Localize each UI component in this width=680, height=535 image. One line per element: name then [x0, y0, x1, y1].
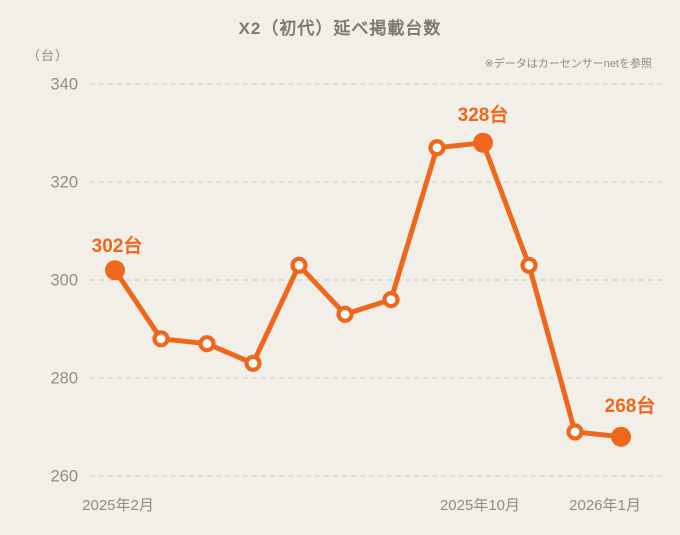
y-tick-label: 280: [50, 370, 78, 388]
y-tick-label: 300: [50, 272, 78, 290]
x-tick-label: 2025年2月: [82, 497, 154, 514]
data-point-highlighted: [611, 426, 631, 447]
data-point: [566, 423, 584, 441]
data-point: [198, 335, 216, 353]
data-point-annotation: 268台: [605, 394, 656, 417]
x-tick-label: 2026年1月: [569, 497, 641, 514]
y-axis-unit-label: （台）: [27, 48, 70, 63]
data-point-highlighted: [105, 260, 125, 281]
data-source-note: ※データはカーセンサーnetを参照: [484, 58, 652, 70]
data-point: [336, 305, 354, 323]
data-point-annotation: 302台: [92, 234, 143, 257]
data-point: [244, 354, 262, 372]
data-point: [428, 139, 446, 157]
data-point: [152, 330, 170, 348]
series-line: [112, 140, 624, 440]
y-tick-label: 320: [50, 174, 78, 192]
x-tick-label: 2025年10月: [440, 497, 520, 514]
data-point: [520, 256, 538, 274]
data-point-annotation: 328台: [458, 103, 509, 126]
data-point: [290, 256, 308, 274]
y-tick-label: 340: [50, 76, 78, 94]
data-point: [382, 291, 400, 309]
data-point-highlighted: [473, 132, 493, 153]
page-title: X2（初代）延べ掲載台数: [238, 19, 442, 38]
y-tick-label: 260: [50, 468, 78, 486]
